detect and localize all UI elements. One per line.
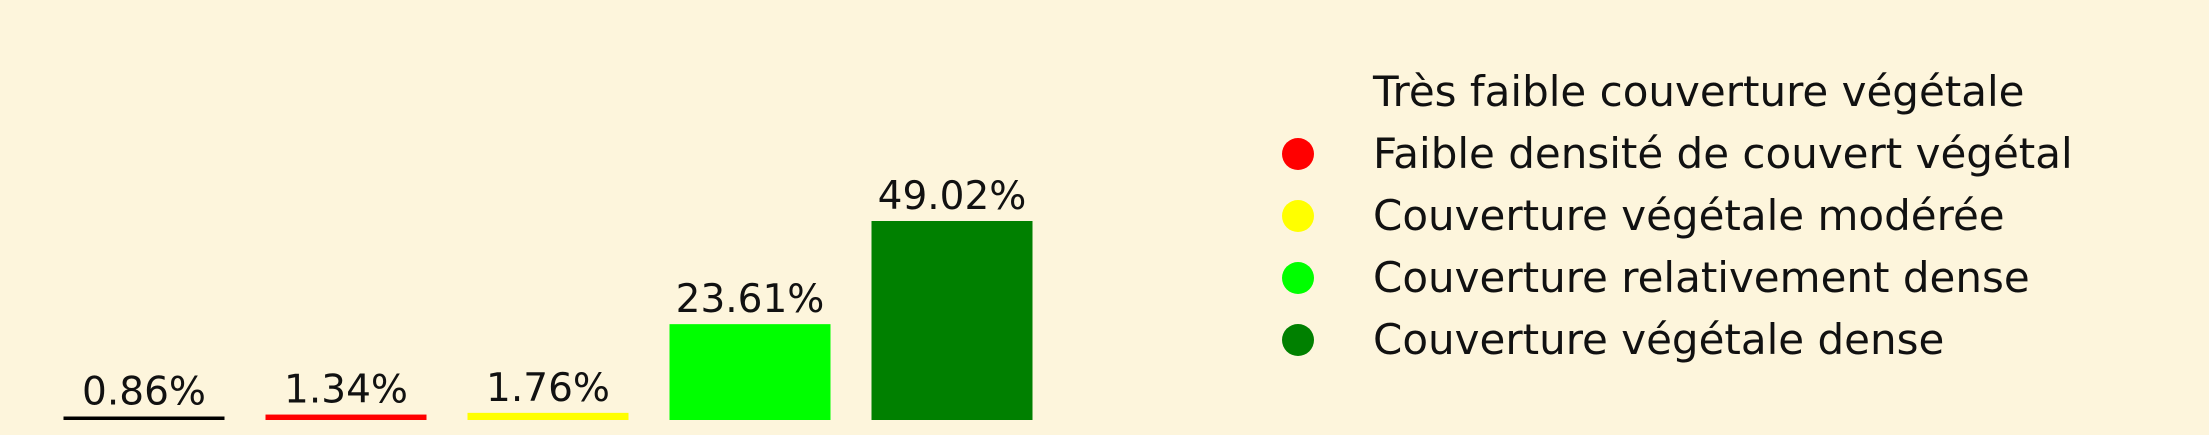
bar-value-label-2: 1.34%	[284, 368, 408, 413]
legend-item-4: Couverture relativement dense	[1282, 253, 2030, 302]
legend-marker-3	[1282, 200, 1314, 232]
legend-label-3: Couverture végétale modérée	[1373, 191, 2005, 240]
legend: Très faible couverture végétale Faible de…	[1282, 67, 2073, 364]
bar-value-label-5: 49.02%	[878, 174, 1027, 219]
legend-marker-2	[1282, 138, 1314, 170]
bars-layer	[63, 221, 1033, 420]
legend-item-3: Couverture végétale modérée	[1282, 191, 2005, 240]
legend-label-1: Très faible couverture végétale	[1372, 67, 2025, 116]
bar-4	[669, 324, 831, 420]
bar-value-label-1: 0.86%	[82, 370, 206, 415]
bar-2	[265, 414, 427, 420]
bar-5	[871, 221, 1033, 420]
legend-marker-4	[1282, 262, 1314, 294]
bar-3	[467, 412, 629, 420]
legend-label-2: Faible densité de couvert végétal	[1373, 129, 2073, 178]
bar-value-label-3: 1.76%	[486, 366, 610, 411]
legend-label-4: Couverture relativement dense	[1373, 253, 2030, 302]
bar-1	[63, 416, 225, 420]
value-labels-layer: 0.86% 1.34% 1.76% 23.61% 49.02%	[82, 174, 1026, 415]
bar-value-label-4: 23.61%	[676, 277, 825, 322]
legend-marker-5	[1282, 324, 1314, 356]
legend-item-1: Très faible couverture végétale	[1372, 67, 2025, 116]
legend-item-5: Couverture végétale dense	[1282, 315, 1944, 364]
legend-item-2: Faible densité de couvert végétal	[1282, 129, 2073, 178]
legend-label-5: Couverture végétale dense	[1373, 315, 1944, 364]
